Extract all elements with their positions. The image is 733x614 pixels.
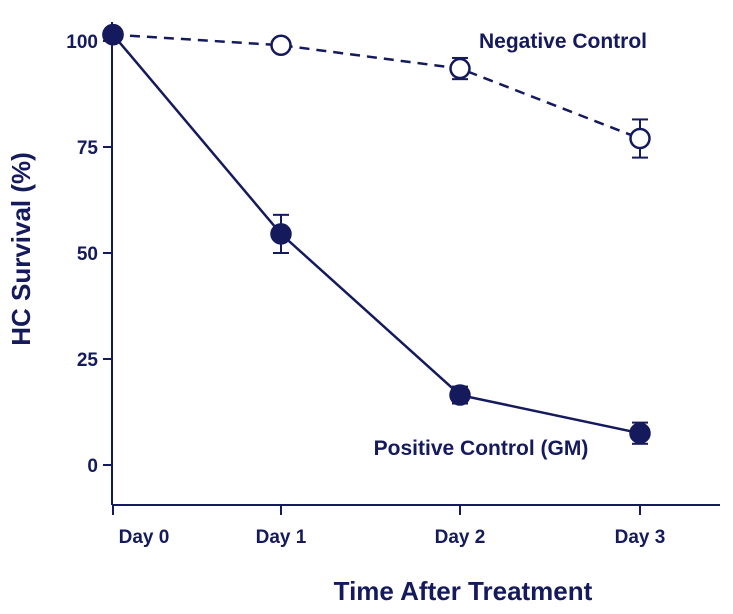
axes	[111, 22, 720, 506]
series-line	[112, 33, 641, 435]
y-tick-label: 100	[66, 32, 98, 53]
data-point	[270, 223, 292, 245]
series-label-positive-control: Positive Control (GM)	[374, 437, 589, 460]
y-tick-label: 75	[77, 138, 99, 159]
y-axis-title: HC Survival (%)	[6, 152, 36, 346]
x-tick-label: Day 0	[119, 527, 170, 548]
data-point	[270, 34, 292, 56]
y-tick-label: 50	[77, 244, 98, 265]
y-ticks: 0 25 50 75 100	[66, 32, 112, 477]
y-tick-label: 25	[77, 350, 99, 371]
y-tick-label: 0	[87, 456, 98, 477]
data-point	[629, 127, 651, 150]
data-point	[629, 422, 651, 444]
x-ticks: Day 0 Day 1 Day 2 Day 3	[112, 505, 666, 548]
x-tick-label: Day 3	[615, 527, 666, 548]
series-layer	[102, 23, 651, 445]
x-tick-label: Day 2	[435, 527, 486, 548]
series-positive-control	[102, 23, 651, 445]
series-label-negative-control: Negative Control	[479, 30, 647, 53]
data-point	[449, 57, 471, 80]
x-axis-title: Time After Treatment	[334, 576, 593, 606]
data-point	[449, 384, 471, 406]
data-point	[102, 23, 124, 46]
series-line	[112, 33, 641, 140]
x-tick-label: Day 1	[256, 527, 307, 548]
